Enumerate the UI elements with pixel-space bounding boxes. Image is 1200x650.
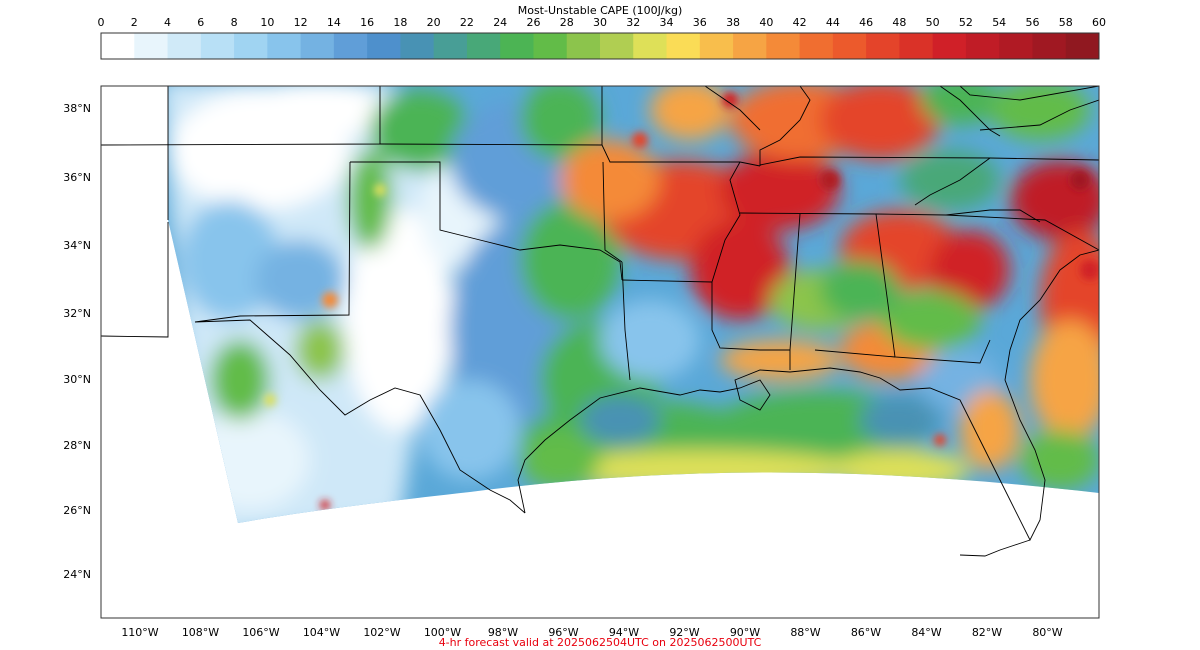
longitude-label: 94°W [608, 626, 640, 639]
colorbar-tick-label: 42 [792, 16, 807, 29]
latitude-label: 34°N [63, 239, 91, 252]
colorbar-tick-label: 28 [559, 16, 574, 29]
longitude-label: 110°W [121, 626, 159, 639]
colorbar-swatch [633, 33, 668, 59]
colorbar-swatch [101, 33, 135, 59]
colorbar-tick-label: 58 [1058, 16, 1073, 29]
longitude-label: 102°W [363, 626, 401, 639]
colorbar-tick-label: 20 [426, 16, 441, 29]
latitude-label: 36°N [63, 171, 91, 184]
cape-field [168, 86, 1099, 523]
colorbar-swatch [400, 33, 435, 59]
colorbar-tick-label: 36 [692, 16, 707, 29]
colorbar-swatch [899, 33, 934, 59]
colorbar-swatch [234, 33, 268, 59]
colorbar-tick-label: 52 [958, 16, 973, 29]
latitude-label: 28°N [63, 439, 91, 452]
colorbar-tick-label: 54 [992, 16, 1007, 29]
longitude-label: 92°W [669, 626, 700, 639]
forecast-valid-caption: 4-hr forecast valid at 2025062504UTC on … [438, 636, 762, 649]
colorbar-tick-label: 16 [360, 16, 375, 29]
colorbar-tick-label: 14 [326, 16, 341, 29]
colorbar-tick-label: 4 [164, 16, 172, 29]
colorbar-swatch [200, 33, 235, 59]
colorbar-swatch [799, 33, 834, 59]
colorbar-swatch [300, 33, 335, 59]
longitude-label: 90°W [729, 626, 761, 639]
colorbar-tick-label: 46 [859, 16, 874, 29]
colorbar [100, 32, 1100, 60]
longitude-label: 96°W [548, 626, 579, 639]
colorbar-swatch [1032, 33, 1067, 59]
latitude-label: 24°N [63, 568, 91, 581]
longitude-label: 104°W [302, 626, 341, 639]
longitude-label: 82°W [971, 626, 1003, 639]
colorbar-tick-label: 38 [726, 16, 741, 29]
colorbar-tick-label: 24 [493, 16, 508, 29]
colorbar-tick-label: 12 [293, 16, 308, 29]
colorbar-swatch [733, 33, 767, 59]
colorbar-tick-label: 48 [892, 16, 907, 29]
colorbar-tick-label: 2 [130, 16, 138, 29]
longitude-label: 100°W [423, 626, 462, 639]
colorbar-swatch [466, 33, 501, 59]
colorbar-title: Most-Unstable CAPE (100J/kg) [517, 4, 683, 17]
colorbar-swatch [433, 33, 468, 59]
colorbar-swatch [999, 33, 1033, 59]
colorbar-swatch [533, 33, 568, 59]
latitude-label: 30°N [63, 373, 91, 386]
colorbar-tick-label: 8 [230, 16, 238, 29]
colorbar-swatch [1065, 33, 1100, 59]
colorbar-tick-label: 44 [825, 16, 840, 29]
colorbar-swatch [866, 33, 900, 59]
colorbar-tick-label: 22 [459, 16, 474, 29]
colorbar-swatch [965, 33, 1000, 59]
colorbar-tick-label: 56 [1025, 16, 1040, 29]
latitude-label: 38°N [63, 102, 91, 115]
longitude-label: 84°W [911, 626, 942, 639]
colorbar-swatch [267, 33, 302, 59]
colorbar-tick-label: 18 [393, 16, 408, 29]
longitude-label: 108°W [181, 626, 220, 639]
colorbar-tick-label: 32 [626, 16, 641, 29]
longitude-label: 98°W [487, 626, 519, 639]
longitude-label: 80°W [1032, 626, 1063, 639]
map-boundaries [101, 86, 1099, 557]
longitude-label: 86°W [850, 626, 882, 639]
colorbar-tick-label: 40 [759, 16, 774, 29]
colorbar-swatch [932, 33, 967, 59]
colorbar-tick-label: 30 [593, 16, 607, 29]
colorbar-tick-label: 34 [659, 16, 674, 29]
colorbar-swatch [832, 33, 867, 59]
colorbar-tick-label: 26 [526, 16, 541, 29]
colorbar-swatch [766, 33, 801, 59]
colorbar-swatch [699, 33, 734, 59]
longitude-label: 106°W [242, 626, 280, 639]
colorbar-swatch [600, 33, 634, 59]
colorbar-swatch [566, 33, 601, 59]
colorbar-swatch [500, 33, 534, 59]
colorbar-swatch [367, 33, 401, 59]
colorbar-swatch [666, 33, 701, 59]
latitude-label: 32°N [63, 307, 91, 320]
colorbar-tick-label: 0 [97, 16, 105, 29]
colorbar-swatch [167, 33, 202, 59]
colorbar-swatch [333, 33, 368, 59]
colorbar-tick-label: 6 [197, 16, 205, 29]
colorbar-tick-label: 10 [260, 16, 275, 29]
longitude-label: 88°W [790, 626, 821, 639]
colorbar-tick-label: 50 [925, 16, 940, 29]
map-frame [100, 85, 1100, 619]
latitude-label: 26°N [63, 504, 91, 517]
colorbar-swatch [134, 33, 169, 59]
colorbar-frame [100, 32, 1100, 60]
colorbar-tick-label: 60 [1092, 16, 1106, 29]
